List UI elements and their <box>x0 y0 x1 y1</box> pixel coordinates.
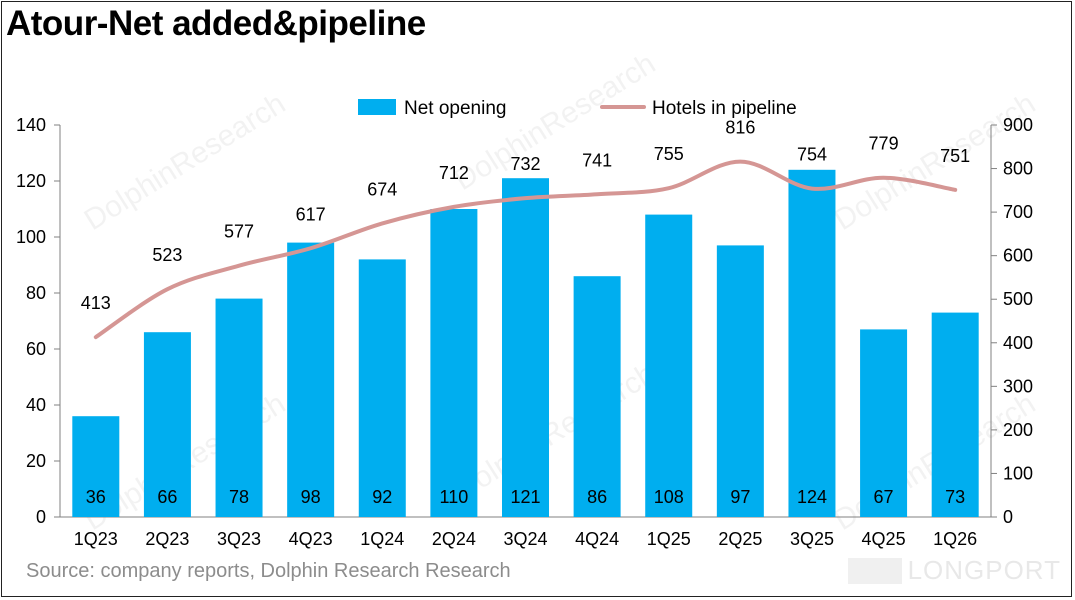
left-tick-label: 140 <box>16 115 46 135</box>
right-tick-label: 800 <box>1003 159 1033 179</box>
x-tick-label: 2Q25 <box>718 529 762 549</box>
left-tick-label: 0 <box>36 507 46 527</box>
right-tick-label: 500 <box>1003 289 1033 309</box>
right-tick-label: 600 <box>1003 246 1033 266</box>
line-value-label: 779 <box>869 134 899 154</box>
bar-value-label: 66 <box>157 487 177 507</box>
x-tick-label: 1Q23 <box>74 529 118 549</box>
line-value-label: 674 <box>367 179 397 199</box>
bar-value-label: 73 <box>945 487 965 507</box>
watermark-text: DolphinResearch <box>449 47 662 197</box>
pipeline-line <box>93 159 958 340</box>
left-tick-label: 20 <box>26 451 46 471</box>
left-tick-label: 120 <box>16 171 46 191</box>
line-value-label: 712 <box>439 163 469 183</box>
bar <box>860 329 908 517</box>
bar-value-label: 36 <box>86 487 106 507</box>
bar <box>287 242 335 517</box>
x-tick-label: 3Q23 <box>217 529 261 549</box>
bar-value-label: 124 <box>797 487 827 507</box>
line-value-label: 751 <box>940 146 970 166</box>
watermark-text: DolphinResearch <box>79 87 292 237</box>
x-tick-label: 2Q23 <box>145 529 189 549</box>
brand-text: LONGPORT <box>907 555 1061 585</box>
right-tick-label: 900 <box>1003 115 1033 135</box>
bar-value-label: 97 <box>730 487 750 507</box>
left-tick-label: 100 <box>16 227 46 247</box>
line-value-label: 754 <box>797 145 827 165</box>
bar-value-label: 92 <box>372 487 392 507</box>
x-tick-label: 4Q23 <box>289 529 333 549</box>
chart-title: Atour-Net added&pipeline <box>6 4 426 43</box>
bar-value-label: 78 <box>229 487 249 507</box>
legend-bar-label: Net opening <box>404 98 506 119</box>
bar-value-label: 98 <box>301 487 321 507</box>
left-tick-label: 60 <box>26 339 46 359</box>
bar <box>573 276 621 517</box>
legend: Net opening Hotels in pipeline <box>358 98 797 119</box>
legend-bar-swatch <box>358 99 396 115</box>
line-value-label: 577 <box>224 222 254 242</box>
right-tick-label: 700 <box>1003 202 1033 222</box>
bar <box>645 214 693 517</box>
line-value-label: 413 <box>81 293 111 313</box>
right-tick-label: 300 <box>1003 376 1033 396</box>
x-tick-label: 3Q24 <box>503 529 547 549</box>
bar <box>430 209 478 517</box>
bar <box>716 245 764 517</box>
right-tick-label: 200 <box>1003 420 1033 440</box>
right-tick-label: 100 <box>1003 463 1033 483</box>
watermark-text: DolphinResearch <box>449 357 662 507</box>
line-series <box>93 159 958 340</box>
x-tick-label: 1Q25 <box>647 529 691 549</box>
bar <box>931 312 979 517</box>
line-value-label: 755 <box>654 144 684 164</box>
legend-line-label: Hotels in pipeline <box>652 98 797 119</box>
brand-watermark: LONGPORT <box>847 555 1061 586</box>
bar <box>215 298 263 517</box>
source-note: Source: company reports, Dolphin Researc… <box>26 560 511 582</box>
x-tick-label: 1Q26 <box>933 529 977 549</box>
x-tick-label: 3Q25 <box>790 529 834 549</box>
bar <box>788 169 836 518</box>
right-tick-label: 0 <box>1003 507 1013 527</box>
x-tick-label: 1Q24 <box>360 529 404 549</box>
left-tick-label: 80 <box>26 283 46 303</box>
bar-value-label: 108 <box>654 487 684 507</box>
bar-series <box>72 169 979 518</box>
line-value-label: 617 <box>296 204 326 224</box>
right-tick-label: 400 <box>1003 333 1033 353</box>
bar <box>358 259 406 517</box>
x-tick-label: 4Q24 <box>575 529 619 549</box>
axes: 0 20 40 60 80 100 120 140 0 100 200 300 400 500 600 700… <box>16 115 1033 549</box>
x-tick-label: 2Q24 <box>432 529 476 549</box>
bar-value-label: 86 <box>587 487 607 507</box>
line-value-label: 816 <box>725 118 755 138</box>
bar <box>502 178 549 517</box>
bar <box>143 332 191 517</box>
brand-logo-icon <box>847 557 902 584</box>
line-value-label: 523 <box>152 245 182 265</box>
line-value-label: 741 <box>582 150 612 170</box>
left-tick-label: 40 <box>26 395 46 415</box>
line-value-label: 732 <box>510 154 540 174</box>
bar <box>72 416 120 517</box>
x-tick-label: 4Q25 <box>862 529 906 549</box>
data-labels: 36 66 78 98 92 110 121 86 108 97 124 67 73 413 523 577 6… <box>81 118 970 507</box>
bar-value-label: 110 <box>440 487 469 507</box>
bar-value-label: 67 <box>874 487 894 507</box>
bar-value-label: 121 <box>510 487 540 507</box>
